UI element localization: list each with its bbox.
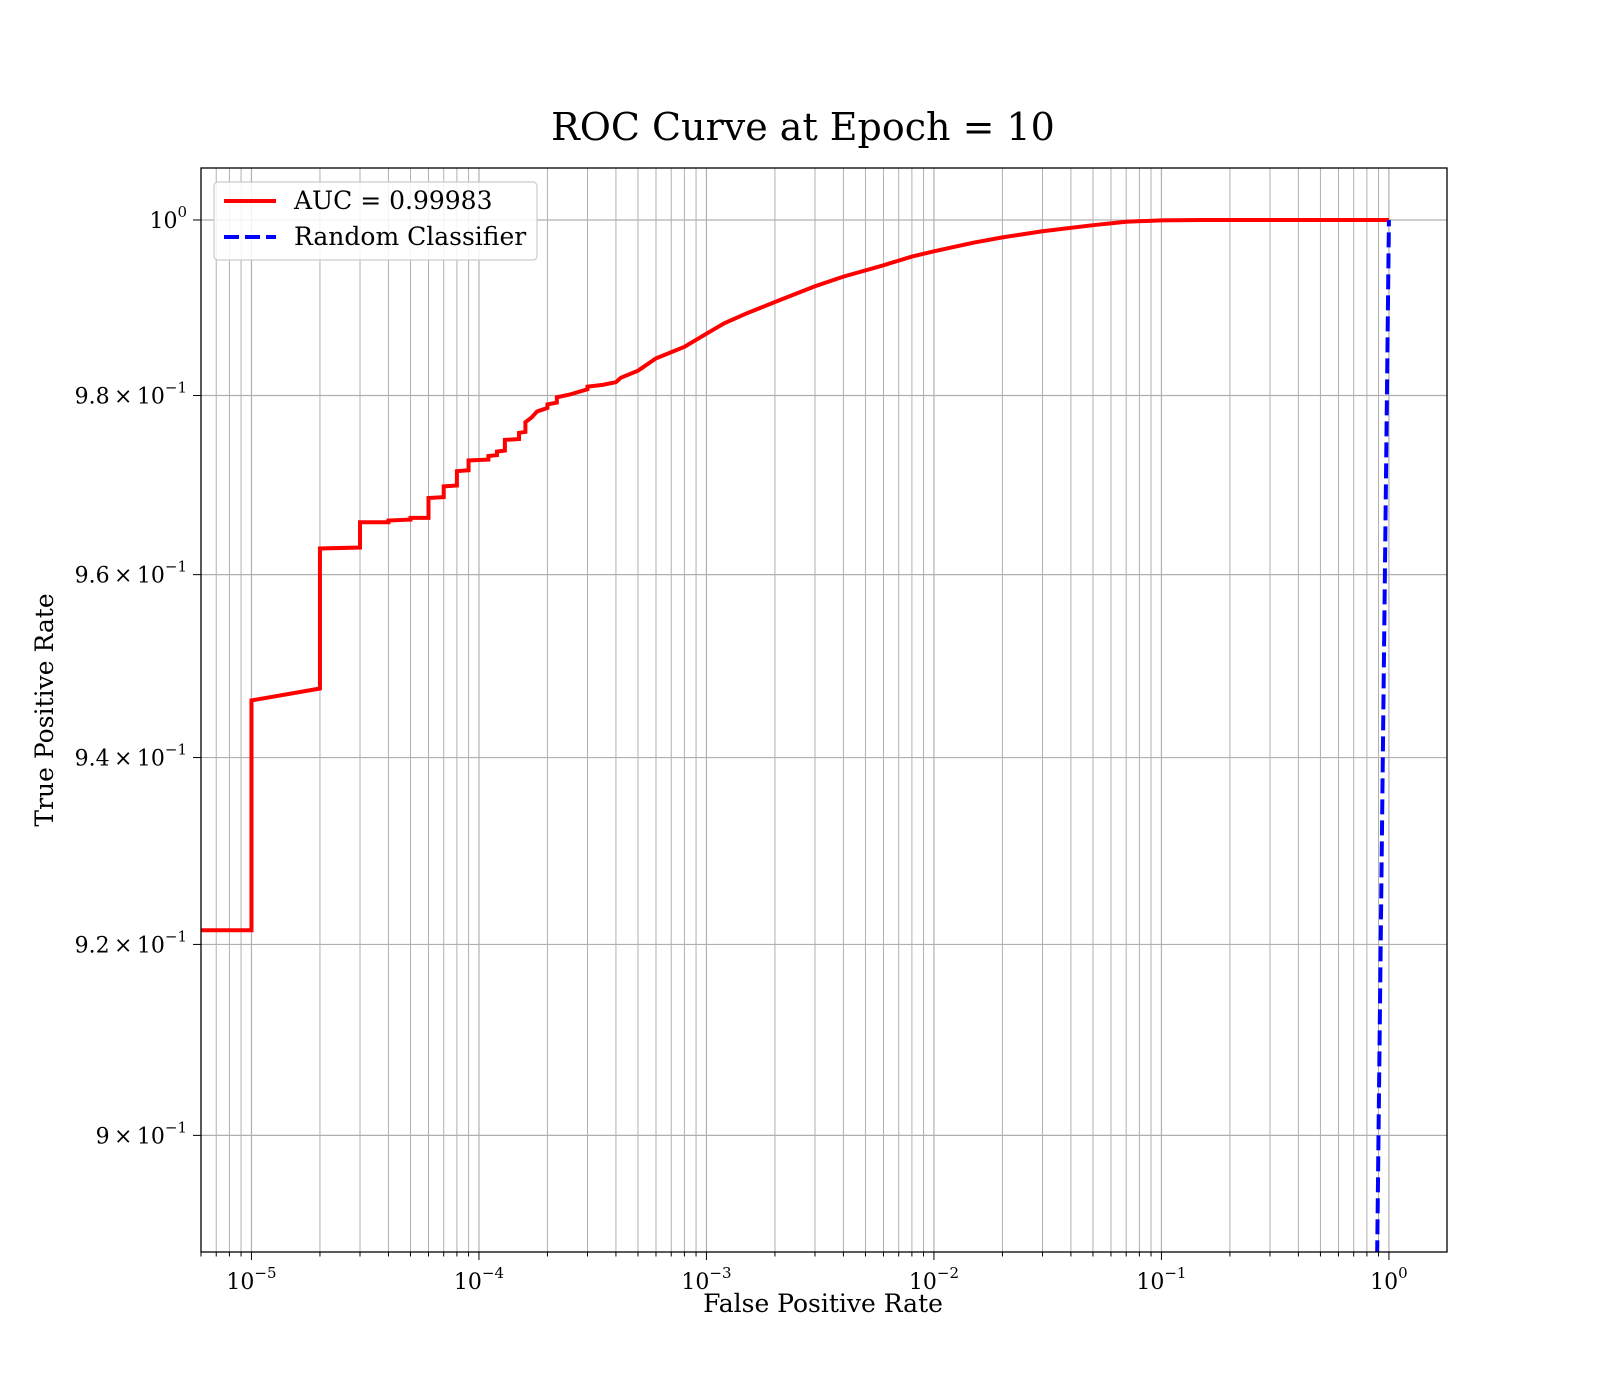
x-tick-label: 100 [1370, 1264, 1408, 1295]
y-tick-label: 9.4 × 10−1 [75, 741, 187, 772]
y-tick-label: 9.6 × 10−1 [75, 558, 187, 589]
x-tick-exponent: −2 [937, 1264, 959, 1282]
y-tick-label: 9 × 10−1 [96, 1118, 187, 1149]
x-tick-exponent: −4 [482, 1264, 504, 1282]
plot-frame [200, 167, 1448, 1253]
series-layer [201, 217, 1391, 1252]
y-tick-exponent: 0 [177, 203, 187, 221]
roc-curve-line [201, 217, 1389, 933]
y-tick-exponent: −1 [165, 741, 187, 759]
y-tick-label: 9.8 × 10−1 [75, 379, 187, 410]
x-tick-exponent: −3 [709, 1264, 731, 1282]
x-tick-label: 10−5 [226, 1264, 276, 1295]
y-tick-label: 9.2 × 10−1 [75, 927, 187, 958]
y-axis-label: True Positive Rate [30, 593, 59, 826]
y-tick-exponent: −1 [165, 1118, 187, 1136]
x-tick-exponent: −1 [1164, 1264, 1186, 1282]
random-classifier-line [1375, 219, 1391, 1252]
y-tick-label: 100 [149, 203, 187, 234]
x-axis-label: False Positive Rate [703, 1289, 943, 1318]
y-tick-exponent: −1 [165, 379, 187, 397]
chart-title: ROC Curve at Epoch = 10 [551, 105, 1055, 149]
y-tick-exponent: −1 [165, 558, 187, 576]
grid-lines [200, 168, 1447, 1252]
legend: AUC = 0.99983 Random Classifier [213, 181, 538, 261]
x-tick-label: 10−1 [1136, 1264, 1186, 1295]
y-axis-ticks: 9 × 10−1 9.2 × 10−1 9.4 × 10−1 9.6 × 10−1 9.… [75, 203, 201, 1149]
y-tick-exponent: −1 [165, 927, 187, 945]
legend-box [213, 181, 538, 261]
legend-entry-random: Random Classifier [294, 222, 526, 251]
legend-entry-auc: AUC = 0.99983 [293, 186, 492, 215]
x-tick-exponent: −5 [254, 1264, 276, 1282]
x-tick-label: 10−4 [454, 1264, 504, 1295]
x-tick-exponent: 0 [1398, 1264, 1408, 1282]
